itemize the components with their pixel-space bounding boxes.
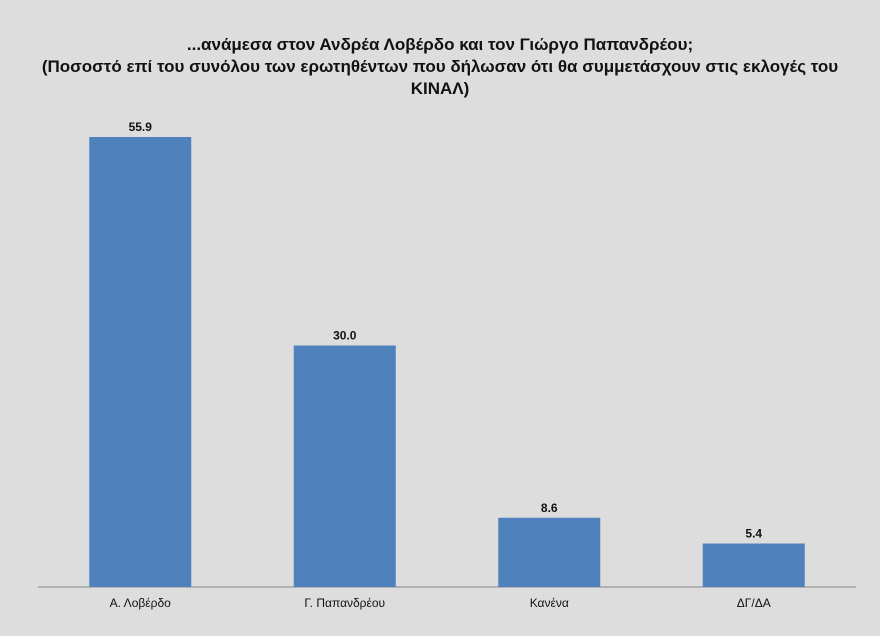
data-label: 30.0 bbox=[333, 329, 357, 343]
x-tick-label: Κανένα bbox=[530, 596, 569, 610]
data-label: 55.9 bbox=[129, 120, 153, 134]
data-label: 5.4 bbox=[745, 527, 762, 541]
chart-title: ...ανάμεσα στον Ανδρέα Λοβέρδο και τον Γ… bbox=[186, 35, 694, 54]
x-tick-label: ΔΓ/ΔΑ bbox=[737, 596, 771, 610]
chart-header: ...ανάμεσα στον Ανδρέα Λοβέρδο και τον Γ… bbox=[40, 34, 840, 100]
bar bbox=[702, 543, 805, 587]
x-tick-label: Γ. Παπανδρέου bbox=[304, 596, 385, 610]
bar bbox=[293, 345, 396, 587]
bar bbox=[498, 517, 601, 587]
chart-subtitle: (Ποσοστό επί του συνόλου των ερωτηθέντων… bbox=[41, 57, 839, 98]
bar bbox=[89, 137, 192, 587]
x-tick-label: Α. Λοβέρδο bbox=[110, 596, 171, 610]
data-label: 8.6 bbox=[541, 501, 558, 515]
